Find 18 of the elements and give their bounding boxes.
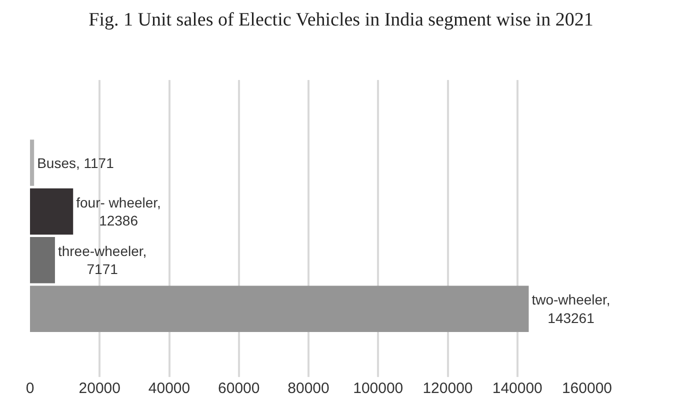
chart-title: Fig. 1 Unit sales of Electic Vehicles in India segment wise in 2021 [88, 10, 594, 31]
data-label: four- wheeler, 12386 [76, 194, 161, 229]
x-tick-label: 0 [26, 380, 34, 397]
bar [30, 237, 55, 284]
x-tick-label: 120000 [422, 380, 473, 397]
x-tick-label: 40000 [148, 380, 190, 397]
data-label: three-wheeler, 7171 [58, 243, 147, 278]
data-label: two-wheeler, 143261 [532, 292, 610, 326]
x-tick-label: 140000 [492, 380, 542, 397]
x-tick-label: 60000 [218, 380, 260, 397]
bar [30, 140, 34, 186]
x-tick-label: 160000 [562, 380, 612, 397]
x-tick-label: 100000 [353, 380, 404, 397]
x-tick-label: 80000 [288, 380, 330, 397]
x-tick-label: 20000 [78, 380, 120, 397]
bar [30, 286, 529, 332]
data-label: Buses, 1171 [37, 154, 114, 171]
bar [30, 188, 74, 235]
